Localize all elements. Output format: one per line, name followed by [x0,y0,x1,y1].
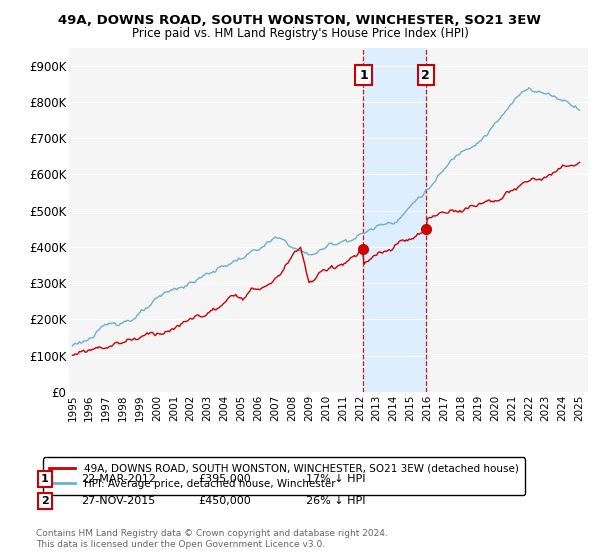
Text: 49A, DOWNS ROAD, SOUTH WONSTON, WINCHESTER, SO21 3EW: 49A, DOWNS ROAD, SOUTH WONSTON, WINCHEST… [59,14,542,27]
Text: 1: 1 [359,69,368,82]
Text: £450,000: £450,000 [198,496,251,506]
Text: 26% ↓ HPI: 26% ↓ HPI [306,496,365,506]
Text: 17% ↓ HPI: 17% ↓ HPI [306,474,365,484]
Text: 2: 2 [421,69,430,82]
Legend: 49A, DOWNS ROAD, SOUTH WONSTON, WINCHESTER, SO21 3EW (detached house), HPI: Aver: 49A, DOWNS ROAD, SOUTH WONSTON, WINCHEST… [43,458,525,495]
Bar [364,48,426,392]
Text: 27-NOV-2015: 27-NOV-2015 [81,496,155,506]
Text: 1: 1 [41,474,49,484]
Text: Price paid vs. HM Land Registry's House Price Index (HPI): Price paid vs. HM Land Registry's House … [131,27,469,40]
Text: 22-MAR-2012: 22-MAR-2012 [81,474,156,484]
Text: Contains HM Land Registry data © Crown copyright and database right 2024.
This d: Contains HM Land Registry data © Crown c… [36,529,388,549]
Text: £395,000: £395,000 [198,474,251,484]
Text: 2: 2 [41,496,49,506]
